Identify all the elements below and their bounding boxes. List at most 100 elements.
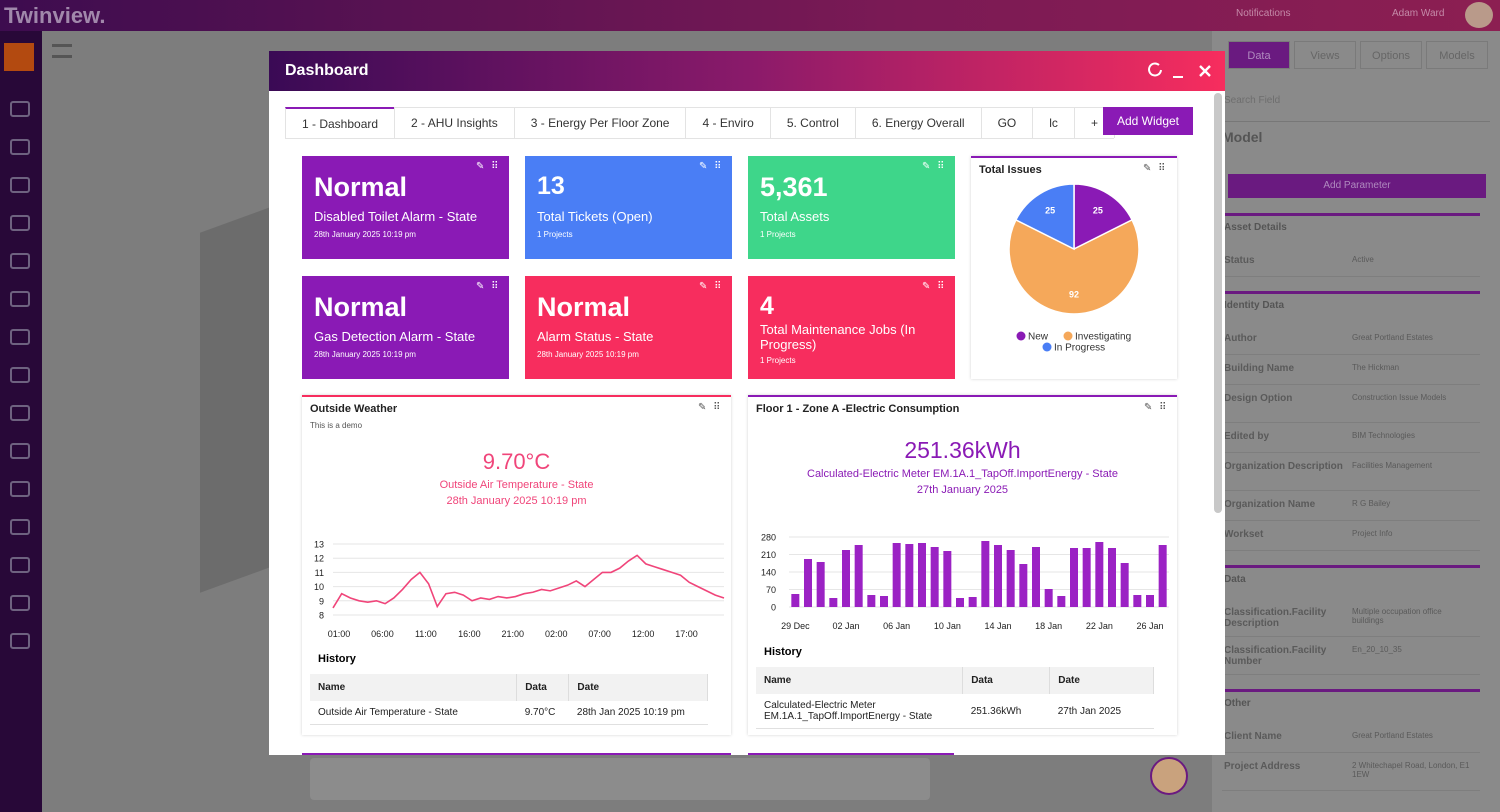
column-header: Data [962, 667, 1051, 694]
tile-controls[interactable]: ✎ ⠿ [699, 161, 724, 172]
nav-icon [10, 595, 30, 611]
nav-icon [10, 557, 30, 573]
tile-value: 4 [760, 292, 774, 320]
bar [1044, 589, 1053, 607]
notifications[interactable]: Notifications [1236, 8, 1291, 19]
table-cell: Outside Air Temperature - State [310, 701, 517, 725]
table-header: Name Data Date [310, 674, 708, 701]
row-line [1222, 490, 1480, 491]
tile-controls[interactable]: ✎ ⠿ [476, 281, 501, 292]
dashboard-tab[interactable]: GO [980, 107, 1034, 138]
tile-controls[interactable]: ✎ ⠿ [922, 281, 947, 292]
reading-value: 251.36kWh [904, 437, 1021, 463]
bar [1133, 595, 1142, 607]
tile-detail: 28th January 2025 10:19 pm [314, 230, 416, 239]
table-header: Name Data Date [756, 667, 1154, 694]
widget-title: Floor 1 - Zone A -Electric Consumption [756, 403, 960, 415]
menu-icon[interactable] [52, 44, 72, 58]
modal-title: Dashboard [285, 62, 369, 79]
section-bar [1222, 689, 1480, 692]
property-name: Classification.Facility Description [1224, 607, 1327, 629]
dashboard-tab[interactable]: 4 - Enviro [685, 107, 771, 138]
y-tick-label: 280 [761, 533, 776, 543]
y-tick-label: 210 [761, 550, 776, 560]
tile-controls[interactable]: ✎ ⠿ [476, 161, 501, 172]
nav-icon [10, 101, 30, 117]
add-parameter-button[interactable]: Add Parameter [1228, 174, 1486, 198]
property-name: Design Option [1224, 393, 1293, 404]
panel-title: Model [1222, 129, 1263, 145]
section-bar [1222, 291, 1480, 294]
property-value: Great Portland Estates [1352, 731, 1433, 740]
search-field[interactable]: Search Field [1224, 95, 1281, 106]
column-header: Date [1049, 667, 1154, 694]
panel-tab[interactable]: Views [1294, 41, 1356, 69]
panel-tab[interactable]: Data [1228, 41, 1290, 69]
table-cell: 9.70°C [516, 701, 569, 725]
property-name: Organization Name [1224, 499, 1316, 510]
property-value: BIM Technologies [1352, 431, 1415, 440]
property-name: Author [1224, 333, 1257, 344]
y-tick-label: 0 [771, 603, 776, 613]
dashboard-tab[interactable]: 5. Control [769, 107, 856, 138]
bar [956, 598, 964, 607]
bar [1019, 564, 1028, 607]
x-tick-label: 11:00 [415, 629, 437, 639]
tile-detail: 1 Projects [760, 356, 796, 365]
widget-controls[interactable]: ✎ ⠿ [1144, 402, 1169, 413]
user-avatar[interactable] [1465, 2, 1493, 28]
user-name[interactable]: Adam Ward [1392, 8, 1445, 19]
section-title: Identity Data [1224, 300, 1285, 311]
panel-tab[interactable]: Options [1360, 41, 1422, 69]
x-tick-label: 16:00 [458, 629, 481, 639]
y-tick-label: 11 [315, 568, 324, 578]
add-widget-button[interactable]: Add Widget [1103, 107, 1193, 135]
property-name: Building Name [1224, 363, 1295, 374]
tile: ✎ ⠿ Normal Gas Detection Alarm - State 28th… [302, 276, 509, 379]
slice-label: 92 [1069, 290, 1079, 300]
widget-controls[interactable]: ✎ ⠿ [1143, 163, 1168, 174]
property-value: The Hickman [1352, 363, 1400, 372]
row-line [1222, 452, 1480, 453]
pie-slice [1014, 183, 1075, 251]
tab-bar: 1 - Dashboard 2 - AHU Insights 3 - Energy … [285, 107, 1115, 139]
x-tick-label: 12:00 [632, 629, 655, 639]
property-value: Active [1352, 255, 1374, 264]
x-tick-label: 14 Jan [984, 621, 1011, 631]
row-line [1222, 384, 1480, 385]
bar-chart: 0 70 140 210 280 29 Dec 02 Jan 06 Jan 10 Jan 14 J… [761, 533, 1169, 631]
close-button[interactable] [1199, 65, 1211, 77]
dashboard-tab[interactable]: 6. Energy Overall [854, 107, 982, 138]
assistant-avatar[interactable] [1150, 757, 1188, 795]
widget-controls[interactable]: ✎ ⠿ [698, 402, 723, 413]
dashboard-tab[interactable]: lc [1032, 107, 1075, 138]
widget-title: Total Issues [979, 164, 1042, 176]
app-header: Twinview. Notifications Adam Ward [0, 0, 1500, 31]
row-line [1222, 674, 1480, 675]
nav-icon [10, 519, 30, 535]
dashboard-tab[interactable]: 3 - Energy Per Floor Zone [513, 107, 687, 138]
legend-swatch [1063, 331, 1073, 341]
reading-date: 27th January 2025 [916, 484, 1009, 496]
nav-icon [10, 291, 30, 307]
y-tick-label: 12 [314, 554, 324, 564]
project-logo[interactable] [4, 43, 34, 71]
tile-label: Total Maintenance Jobs (In Progress) [760, 322, 916, 352]
tile-value: Normal [314, 172, 408, 202]
tile-controls[interactable]: ✎ ⠿ [699, 281, 724, 292]
dashboard-tab[interactable]: 2 - AHU Insights [394, 107, 515, 138]
pie-slice [1073, 183, 1134, 251]
tile: ✎ ⠿ 13 Total Tickets (Open) 1 Projects [525, 156, 732, 259]
section-bar [1222, 565, 1480, 568]
table-cell: 27th Jan 2025 [1049, 694, 1154, 729]
dashboard-tab[interactable]: 1 - Dashboard [285, 107, 396, 138]
tile-label: Total Tickets (Open) [537, 209, 653, 224]
x-tick-label: 17:00 [675, 629, 698, 639]
bar [930, 547, 939, 607]
tile-detail: 1 Projects [537, 230, 573, 239]
refresh-button[interactable] [1148, 62, 1162, 77]
tile-controls[interactable]: ✎ ⠿ [922, 161, 947, 172]
panel-tab[interactable]: Models [1426, 41, 1488, 69]
